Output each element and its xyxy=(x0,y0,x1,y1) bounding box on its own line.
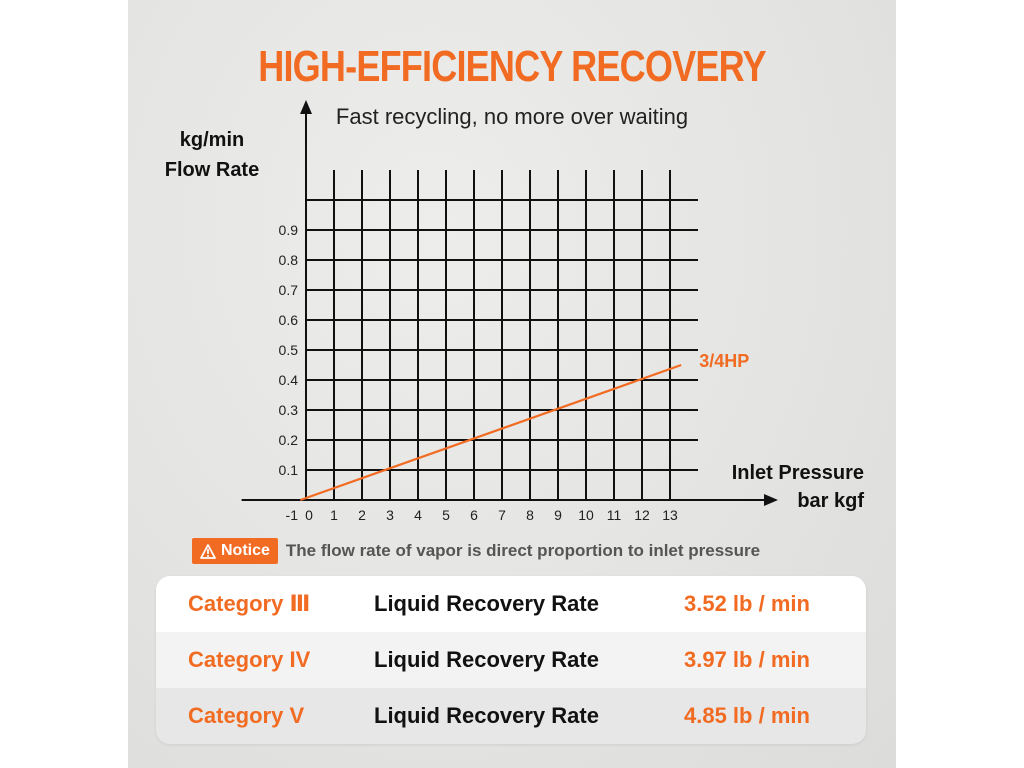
x-tick-label: 5 xyxy=(442,507,450,523)
notice-label: Notice xyxy=(221,542,270,559)
x-tick-label: -1 xyxy=(286,507,299,523)
category-cell: Category IV xyxy=(188,647,311,672)
y-axis-label: Flow Rate xyxy=(165,159,259,181)
series-line xyxy=(300,363,682,502)
y-tick-label: 0.2 xyxy=(279,432,299,448)
notice-badge: Notice xyxy=(192,538,278,564)
y-tick-label: 0.1 xyxy=(279,462,299,478)
x-tick-label: 11 xyxy=(607,507,622,523)
rate-value-cell: 3.52 lb / min xyxy=(684,591,810,616)
flow-rate-chart: 0.10.20.30.40.50.60.70.80.9 -1 0 1 2 3 4 5 6 7 8 9… xyxy=(165,100,864,523)
y-tick-labels: 0.1 0.2 0.3 0.4 0.5 0.6 0.7 0.8 0.9 xyxy=(279,222,299,478)
x-tick-label: 3 xyxy=(386,507,394,523)
x-tick-label: 1 xyxy=(330,507,338,523)
y-axis-unit: kg/min xyxy=(180,129,244,151)
x-tick-label: 0 xyxy=(305,507,313,523)
x-tick-label: 6 xyxy=(470,507,478,523)
x-tick-label: 8 xyxy=(526,507,534,523)
x-tick-labels: -1 0 1 2 3 4 5 6 7 8 9 10 11 12 13 xyxy=(286,507,678,523)
chart-grid xyxy=(305,170,698,500)
x-axis-arrow xyxy=(764,494,778,506)
y-tick-label: 0.5 xyxy=(279,342,299,358)
infographic: HIGH-EFFICIENCY RECOVERY Fast recycling,… xyxy=(128,0,896,768)
series-label: 3/4HP xyxy=(699,351,749,371)
table-row: Category Ⅲ Liquid Recovery Rate 3.52 lb … xyxy=(156,576,866,632)
recovery-rate-table: Category Ⅲ Liquid Recovery Rate 3.52 lb … xyxy=(156,576,866,744)
x-tick-label: 7 xyxy=(498,507,506,523)
y-tick-label: 0.4 xyxy=(279,372,299,388)
y-tick-label: 0.8 xyxy=(279,252,299,268)
page-title: HIGH-EFFICIENCY RECOVERY xyxy=(258,42,766,91)
chart-series: 3/4HP xyxy=(300,351,749,502)
table-row: Category V Liquid Recovery Rate 4.85 lb … xyxy=(156,688,866,744)
x-axis-label: Inlet Pressure xyxy=(732,462,864,484)
x-tick-label: 12 xyxy=(634,507,650,523)
rate-label-cell: Liquid Recovery Rate xyxy=(374,703,599,728)
y-axis-arrow xyxy=(300,100,312,114)
x-tick-label: 4 xyxy=(414,507,422,523)
x-tick-label: 9 xyxy=(554,507,562,523)
x-tick-label: 13 xyxy=(662,507,678,523)
page-subtitle: Fast recycling, no more over waiting xyxy=(335,104,689,129)
y-tick-label: 0.3 xyxy=(279,402,299,418)
category-cell: Category Ⅲ xyxy=(188,591,311,616)
warning-icon xyxy=(200,543,216,559)
rate-label-cell: Liquid Recovery Rate xyxy=(374,647,599,672)
x-tick-label: 10 xyxy=(578,507,594,523)
notice-bar: Notice The flow rate of vapor is direct … xyxy=(192,538,760,564)
rate-value-cell: 4.85 lb / min xyxy=(684,703,810,728)
chart-axes xyxy=(241,100,778,506)
y-tick-label: 0.7 xyxy=(279,282,299,298)
rate-label-cell: Liquid Recovery Rate xyxy=(374,591,599,616)
y-tick-label: 0.9 xyxy=(279,222,299,238)
category-cell: Category V xyxy=(188,703,305,728)
x-tick-label: 2 xyxy=(358,507,366,523)
x-axis-unit: bar kgf xyxy=(797,490,864,512)
y-tick-label: 0.6 xyxy=(279,312,299,328)
notice-text: The flow rate of vapor is direct proport… xyxy=(285,541,761,560)
table-row: Category IV Liquid Recovery Rate 3.97 lb… xyxy=(156,632,866,688)
rate-value-cell: 3.97 lb / min xyxy=(684,647,810,672)
